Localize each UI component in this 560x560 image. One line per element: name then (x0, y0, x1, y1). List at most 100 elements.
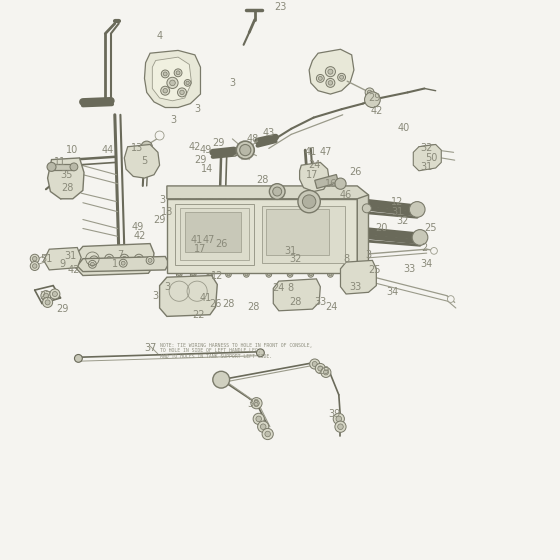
Circle shape (218, 241, 224, 246)
Circle shape (346, 196, 348, 199)
Polygon shape (152, 57, 192, 101)
Text: 24: 24 (325, 302, 338, 312)
Circle shape (367, 90, 372, 95)
Circle shape (244, 149, 247, 152)
Circle shape (72, 181, 76, 186)
Circle shape (184, 80, 191, 86)
Circle shape (323, 196, 326, 199)
Circle shape (208, 196, 212, 199)
Text: 28: 28 (290, 297, 302, 307)
Circle shape (268, 273, 270, 276)
Circle shape (253, 413, 264, 424)
Text: 26: 26 (349, 167, 362, 178)
Text: 8: 8 (343, 254, 349, 264)
Circle shape (424, 161, 428, 166)
Circle shape (196, 194, 202, 200)
Polygon shape (76, 244, 154, 276)
Circle shape (277, 194, 283, 200)
Circle shape (141, 141, 152, 152)
Circle shape (50, 289, 60, 299)
Circle shape (335, 178, 346, 189)
Polygon shape (167, 199, 357, 273)
Text: 31: 31 (421, 162, 433, 172)
Text: 40: 40 (397, 123, 409, 133)
Text: 32: 32 (290, 254, 302, 264)
Polygon shape (413, 144, 441, 171)
Circle shape (90, 256, 99, 265)
Circle shape (176, 288, 183, 295)
Text: 17: 17 (194, 244, 207, 254)
Circle shape (190, 272, 196, 277)
Circle shape (64, 187, 73, 196)
Text: 3: 3 (230, 78, 235, 88)
Circle shape (67, 254, 76, 263)
Circle shape (30, 262, 39, 270)
Text: 29: 29 (194, 155, 207, 165)
Text: 12: 12 (391, 197, 404, 207)
Circle shape (286, 290, 291, 295)
Text: 41: 41 (200, 293, 212, 303)
Text: 10: 10 (66, 145, 78, 155)
Circle shape (161, 86, 170, 95)
Circle shape (335, 196, 337, 199)
Circle shape (289, 273, 291, 276)
Circle shape (349, 268, 359, 278)
Circle shape (190, 284, 204, 298)
Circle shape (273, 187, 282, 196)
Circle shape (177, 196, 179, 199)
Text: 34: 34 (421, 259, 433, 269)
Polygon shape (48, 158, 84, 199)
Circle shape (226, 272, 231, 277)
Text: 29: 29 (153, 214, 166, 225)
Circle shape (306, 287, 316, 297)
Circle shape (336, 416, 342, 422)
Circle shape (302, 179, 311, 188)
Circle shape (120, 254, 129, 263)
Text: 39: 39 (329, 409, 341, 419)
Circle shape (169, 302, 178, 311)
Text: 26: 26 (215, 239, 227, 249)
Bar (180, 208, 249, 260)
Circle shape (300, 194, 305, 200)
Text: 28: 28 (61, 183, 73, 193)
Circle shape (308, 272, 314, 277)
Text: 20: 20 (376, 223, 388, 234)
Text: 43: 43 (263, 128, 275, 138)
Text: 26: 26 (209, 298, 222, 309)
Circle shape (310, 174, 315, 179)
Circle shape (363, 272, 367, 277)
Circle shape (44, 293, 49, 298)
Text: 35: 35 (60, 170, 72, 180)
Circle shape (326, 78, 335, 87)
Circle shape (266, 272, 272, 277)
Circle shape (305, 181, 309, 186)
Circle shape (266, 194, 272, 200)
Circle shape (216, 238, 227, 249)
Circle shape (105, 254, 114, 263)
Circle shape (302, 298, 311, 307)
Circle shape (328, 81, 333, 85)
Text: 33: 33 (349, 282, 362, 292)
Circle shape (69, 256, 74, 261)
Circle shape (262, 428, 273, 440)
Circle shape (268, 196, 270, 199)
Circle shape (286, 298, 295, 307)
Circle shape (47, 162, 56, 171)
Circle shape (265, 431, 270, 437)
Circle shape (309, 273, 312, 276)
Circle shape (422, 160, 430, 167)
Circle shape (245, 273, 248, 276)
Text: 23: 23 (274, 2, 286, 12)
Circle shape (62, 254, 67, 259)
Text: 42: 42 (134, 231, 146, 241)
Circle shape (290, 196, 292, 199)
Bar (266, 209, 329, 255)
Circle shape (255, 194, 260, 200)
Circle shape (338, 424, 343, 430)
Circle shape (258, 421, 269, 432)
Circle shape (297, 290, 302, 295)
Circle shape (312, 196, 315, 199)
Polygon shape (300, 162, 329, 192)
Circle shape (186, 196, 189, 199)
Text: TO HOLE IN SIDE OF LEFT HANDLE LEG,: TO HOLE IN SIDE OF LEFT HANDLE LEG, (160, 348, 260, 353)
